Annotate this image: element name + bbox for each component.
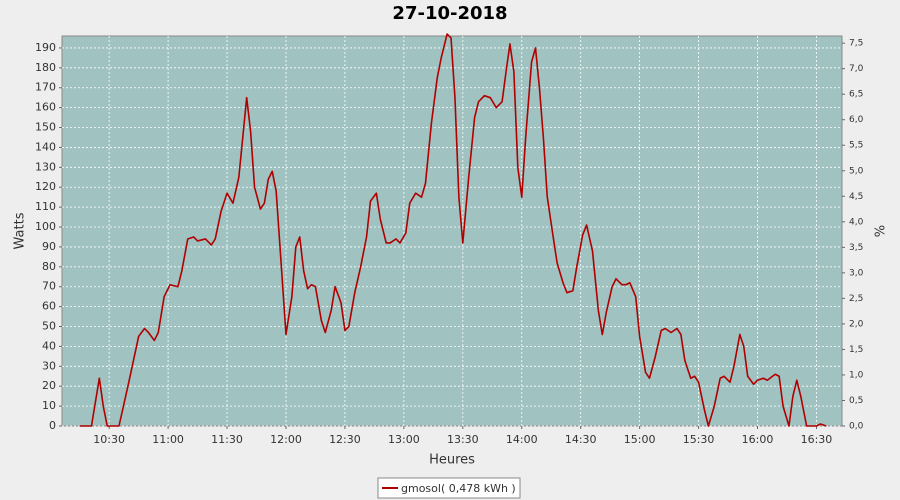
x-tick-label: 12:00 <box>270 433 302 446</box>
x-tick-label: 11:00 <box>152 433 184 446</box>
y-tick-label: 140 <box>35 140 56 153</box>
x-tick-label: 10:30 <box>93 433 125 446</box>
y-axis-title: Watts <box>13 212 28 249</box>
y-tick-label: 180 <box>35 61 56 74</box>
y2-tick-label: 6,5 <box>849 90 863 100</box>
x-tick-label: 14:00 <box>506 433 538 446</box>
y-tick-label: 150 <box>35 121 56 134</box>
y-tick-label: 170 <box>35 81 56 94</box>
y-tick-label: 50 <box>42 320 56 333</box>
y2-tick-label: 1,0 <box>849 370 864 380</box>
y2-tick-label: 2,5 <box>849 294 863 304</box>
y2-tick-label: 4,5 <box>849 192 863 202</box>
y-tick-label: 10 <box>42 399 56 412</box>
x-tick-label: 11:30 <box>211 433 243 446</box>
x-tick-label: 12:30 <box>329 433 361 446</box>
y2-tick-label: 7,5 <box>849 39 863 49</box>
y-tick-label: 110 <box>35 200 56 213</box>
x-tick-label: 16:00 <box>742 433 774 446</box>
x-axis-title: Heures <box>429 453 475 468</box>
y-tick-label: 100 <box>35 220 56 233</box>
x-tick-label: 16:30 <box>801 433 833 446</box>
data-line <box>79 33 827 427</box>
y-tick-label: 90 <box>42 240 56 253</box>
y2-tick-label: 5,0 <box>849 166 864 176</box>
plot-area <box>61 35 843 427</box>
y2-tick-label: 1,5 <box>849 345 863 355</box>
y-tick-label: 120 <box>35 180 56 193</box>
y2-tick-label: 0,5 <box>849 396 863 406</box>
y2-tick-label: 5,5 <box>849 141 863 151</box>
legend-label: gmosol( 0,478 kWh ) <box>401 482 516 495</box>
y-tick-label: 30 <box>42 359 56 372</box>
y2-axis-title: % <box>874 225 889 237</box>
y-tick-label: 80 <box>42 260 56 273</box>
x-tick-label: 15:30 <box>683 433 715 446</box>
y-tick-label: 160 <box>35 101 56 114</box>
legend-box <box>377 477 521 499</box>
x-tick-label: 13:00 <box>388 433 420 446</box>
y-tick-label: 0 <box>49 419 56 432</box>
y2-tick-label: 3,5 <box>849 243 863 253</box>
y2-tick-label: 6,0 <box>849 115 864 125</box>
y-tick-label: 60 <box>42 300 56 313</box>
y-tick-label: 20 <box>42 379 56 392</box>
chart-title: 27-10-2018 <box>392 3 507 24</box>
y2-tick-label: 3,0 <box>849 268 864 278</box>
y-tick-label: 40 <box>42 339 56 352</box>
y2-tick-label: 4,0 <box>849 217 864 227</box>
x-tick-label: 13:30 <box>447 433 479 446</box>
y-tick-label: 70 <box>42 280 56 293</box>
y2-tick-label: 0,0 <box>849 422 864 432</box>
x-tick-label: 14:30 <box>565 433 597 446</box>
x-tick-label: 15:00 <box>624 433 656 446</box>
y-tick-label: 130 <box>35 160 56 173</box>
y-tick-label: 190 <box>35 41 56 54</box>
y2-tick-label: 7,0 <box>849 64 864 74</box>
y2-tick-label: 2,0 <box>849 319 864 329</box>
